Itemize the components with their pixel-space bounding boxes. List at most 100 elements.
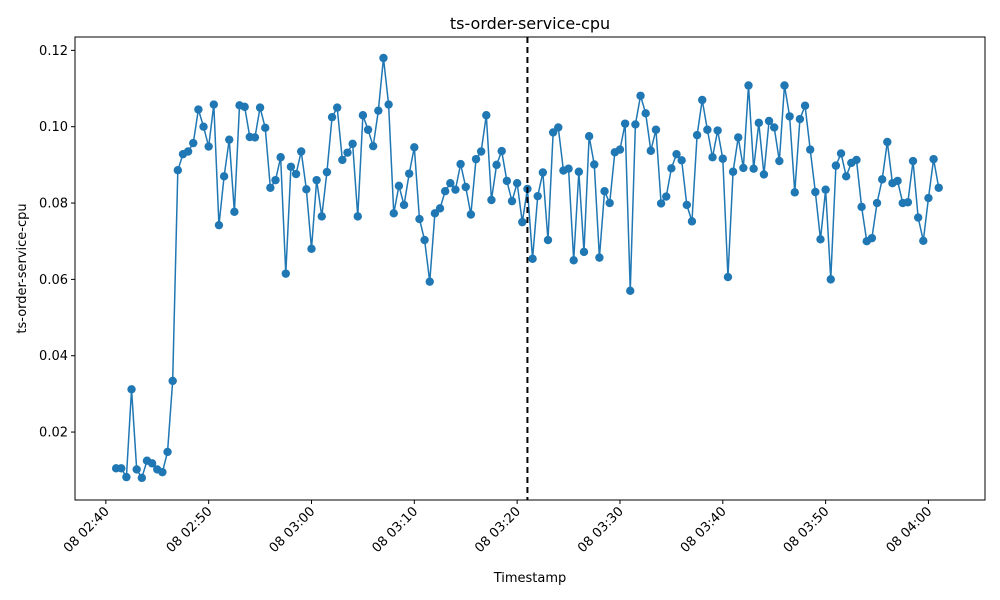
data-point <box>297 147 306 156</box>
y-tick-label: 0.10 <box>39 120 68 135</box>
data-point <box>692 130 702 140</box>
data-point <box>168 376 177 386</box>
data-point <box>348 139 357 149</box>
data-point <box>276 153 285 162</box>
data-point <box>872 198 882 208</box>
data-point <box>194 105 203 114</box>
data-point <box>806 145 815 154</box>
data-point <box>379 53 388 63</box>
data-point <box>440 187 450 196</box>
data-point <box>744 81 753 90</box>
data-point <box>775 156 784 166</box>
data-point <box>841 172 851 181</box>
data-point <box>322 167 332 177</box>
data-point <box>893 176 902 186</box>
data-point <box>230 207 239 217</box>
data-point <box>728 167 738 176</box>
data-point <box>800 101 810 110</box>
data-point <box>225 135 234 144</box>
data-point <box>302 185 311 194</box>
x-axis: 08 02:40 08 02:50 08 03:00 08 03:10 08 03:20… <box>61 500 935 556</box>
data-point <box>615 145 625 154</box>
data-point <box>672 149 681 159</box>
x-tick-label: 08 03:00 <box>267 504 319 556</box>
data-point <box>219 172 229 181</box>
data-point <box>883 137 892 147</box>
data-point <box>502 176 512 186</box>
data-point <box>507 196 517 206</box>
data-point <box>137 473 147 483</box>
series-layer <box>111 53 943 483</box>
data-point <box>682 200 692 210</box>
data-point <box>667 164 676 173</box>
x-tick-label: 08 03:20 <box>472 504 524 556</box>
data-point <box>636 91 645 100</box>
data-point <box>867 233 877 243</box>
data-point <box>631 120 640 129</box>
data-point <box>877 175 887 184</box>
data-point <box>780 81 789 90</box>
data-point <box>723 272 733 282</box>
data-point <box>410 143 419 152</box>
data-point <box>538 168 548 177</box>
data-point <box>363 125 373 134</box>
data-point <box>646 146 656 155</box>
data-point <box>451 185 460 194</box>
y-axis-label: ts-order-service-cpu <box>15 203 30 333</box>
data-point <box>466 210 476 219</box>
data-point <box>317 212 326 221</box>
data-point <box>199 122 208 131</box>
data-point <box>117 464 126 473</box>
data-point <box>574 167 584 176</box>
data-point <box>749 164 758 173</box>
data-point <box>543 235 553 245</box>
data-point <box>584 132 594 141</box>
data-point <box>173 166 183 175</box>
data-point <box>734 133 743 142</box>
data-point <box>420 235 429 245</box>
data-point <box>821 185 830 194</box>
data-point <box>739 163 748 173</box>
data-point <box>518 217 527 227</box>
data-point <box>600 187 609 196</box>
y-tick-label: 0.08 <box>39 197 68 212</box>
data-point <box>924 193 933 203</box>
data-point <box>919 236 928 246</box>
data-point <box>497 146 506 156</box>
data-point <box>903 198 913 207</box>
data-point <box>389 209 398 218</box>
data-point <box>492 160 501 170</box>
data-point <box>785 112 794 121</box>
x-tick-label: 08 02:50 <box>164 504 216 556</box>
data-point <box>662 192 671 201</box>
x-tick-label: 08 04:00 <box>884 504 936 556</box>
data-point <box>122 472 131 482</box>
data-point <box>759 170 769 179</box>
data-point <box>327 112 337 122</box>
data-point <box>266 183 275 192</box>
data-point <box>471 154 481 164</box>
data-point <box>312 175 321 185</box>
data-point <box>307 244 316 254</box>
data-point <box>281 269 290 278</box>
data-point <box>368 141 378 151</box>
x-axis-label: Timestamp <box>493 571 567 586</box>
y-tick-label: 0.04 <box>39 349 68 364</box>
data-point <box>831 161 841 170</box>
data-point <box>374 106 383 115</box>
data-point <box>934 183 943 192</box>
data-point <box>286 162 296 171</box>
data-point <box>425 277 434 286</box>
data-point <box>476 147 486 156</box>
data-point <box>456 159 465 169</box>
data-point <box>461 182 470 192</box>
data-point <box>533 191 542 201</box>
data-point <box>271 175 280 185</box>
data-point <box>708 153 717 162</box>
data-point <box>677 156 686 165</box>
data-point <box>908 156 918 166</box>
data-point <box>605 198 614 208</box>
y-axis: 0.02 0.04 0.06 0.08 0.10 0.12 <box>39 44 75 441</box>
data-point <box>132 465 141 474</box>
